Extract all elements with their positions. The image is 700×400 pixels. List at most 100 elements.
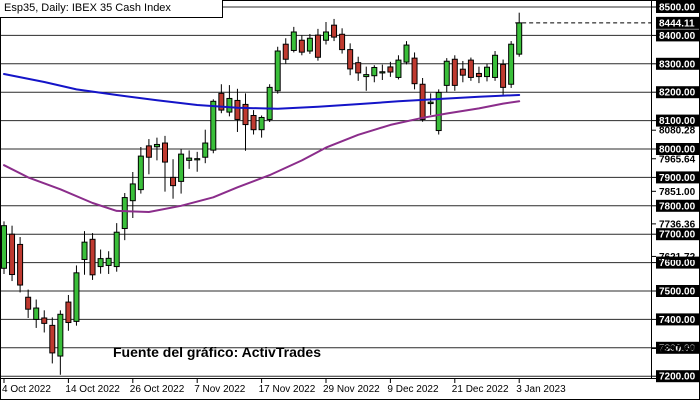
candle-up xyxy=(202,142,209,158)
y-axis-label-bg xyxy=(656,199,699,212)
x-axis-label: 9 Dec 2022 xyxy=(387,384,439,395)
candle-down xyxy=(314,34,321,58)
candle-up xyxy=(178,153,185,182)
candle-down xyxy=(411,57,418,85)
y-axis-label: 7400.00 xyxy=(659,315,696,326)
y-axis-label: 7200.00 xyxy=(659,372,696,383)
candle-up xyxy=(403,44,410,63)
candle-down xyxy=(25,296,32,310)
candle-up xyxy=(121,197,128,230)
candle-up xyxy=(226,97,233,113)
candle-up xyxy=(97,258,104,268)
current-price-label-bg xyxy=(656,16,699,29)
candle-up xyxy=(306,37,313,52)
ma-blue_line xyxy=(3,73,521,110)
y-axis-label-bg xyxy=(656,370,699,383)
candle-down xyxy=(467,59,474,78)
y-axis-label: 7700.00 xyxy=(659,230,696,241)
candle-down xyxy=(170,176,177,187)
ma-purple_line xyxy=(3,100,521,213)
candle-up xyxy=(363,74,370,78)
candle-up xyxy=(73,272,80,322)
candle-up xyxy=(266,86,273,120)
candle-down xyxy=(347,49,354,70)
candle-up xyxy=(395,59,402,78)
y-axis-label: 8400.00 xyxy=(659,31,696,42)
candle-up xyxy=(210,100,217,151)
candle-up xyxy=(516,22,523,55)
chart-title: Esp35, Daily: IBEX 35 Cash Index xyxy=(4,2,171,14)
candle-up xyxy=(492,54,499,78)
candle-down xyxy=(234,99,241,120)
candle-up xyxy=(484,66,490,78)
candle-up xyxy=(274,50,281,92)
candle-down xyxy=(451,58,458,86)
candle-up xyxy=(435,91,442,132)
candle-up xyxy=(57,313,64,357)
y-axis-label: 7300.00 xyxy=(659,343,696,354)
y-axis-label: 7800.00 xyxy=(659,201,696,212)
y-axis-label-bg xyxy=(656,313,699,326)
candle-down xyxy=(162,142,168,163)
candle-up xyxy=(508,43,515,85)
candle-down xyxy=(459,68,466,76)
candle-down xyxy=(65,301,72,324)
candle-down xyxy=(250,114,257,131)
candle-up xyxy=(443,60,450,86)
candle-down xyxy=(17,243,24,286)
y-axis-label: 7600.00 xyxy=(659,258,696,269)
candle-up xyxy=(371,66,378,77)
y-axis-level-label: 7297.60 xyxy=(659,344,696,355)
x-axis-label: 21 Dec 2022 xyxy=(452,384,509,395)
candle-up xyxy=(129,183,136,202)
y-axis-label-bg xyxy=(656,57,699,70)
y-axis-label-bg xyxy=(656,228,699,241)
candle-down xyxy=(242,103,249,126)
candle-up xyxy=(427,101,434,105)
candle-up xyxy=(81,241,88,260)
candle-up xyxy=(379,71,386,74)
y-axis-level-label: 7851.00 xyxy=(659,187,696,198)
candle-up xyxy=(33,307,40,320)
candle-down xyxy=(475,72,482,78)
candle-down xyxy=(355,62,362,74)
y-axis-label-bg xyxy=(656,171,699,184)
y-axis-level-label: 7621.72 xyxy=(659,252,696,263)
y-axis-label: 7900.00 xyxy=(659,173,696,184)
x-axis-label: 14 Oct 2022 xyxy=(65,384,120,395)
candle-up xyxy=(113,231,120,268)
candle-down xyxy=(331,24,338,38)
y-axis-label: 8300.00 xyxy=(659,59,696,70)
source-caption: Fuente del gráfico: ActivTrades xyxy=(113,344,321,360)
candle-up xyxy=(105,257,112,266)
y-axis-label: 7500.00 xyxy=(659,287,696,298)
candle-down xyxy=(145,145,152,158)
candle-up xyxy=(258,116,265,131)
candle-down xyxy=(500,63,507,88)
candle-down xyxy=(49,324,56,354)
y-axis-level-label: 8080.28 xyxy=(659,126,696,137)
candle-up xyxy=(153,143,160,148)
y-axis-label-bg xyxy=(656,86,699,99)
candle-down xyxy=(218,92,225,111)
chart-title-box: Esp35, Daily: IBEX 35 Cash Index xyxy=(0,0,223,18)
candle-down xyxy=(9,233,16,276)
y-axis-label: 8200.00 xyxy=(659,88,696,99)
x-axis-label: 26 Oct 2022 xyxy=(130,384,185,395)
candle-up xyxy=(290,31,297,51)
candle-down xyxy=(41,317,48,324)
candle-down xyxy=(419,83,426,120)
y-axis-label: 8100.00 xyxy=(659,116,696,127)
candle-up xyxy=(194,158,201,161)
current-price-label: 8444.11 xyxy=(659,18,695,29)
candle-down xyxy=(387,66,394,73)
x-axis-label: 4 Oct 2022 xyxy=(2,384,51,395)
candle-up xyxy=(323,31,329,41)
y-axis-label: 8000.00 xyxy=(659,145,696,156)
candle-down xyxy=(282,43,289,60)
y-axis-label-bg xyxy=(656,114,699,127)
candle-down xyxy=(89,238,96,276)
candle-up xyxy=(137,155,144,191)
